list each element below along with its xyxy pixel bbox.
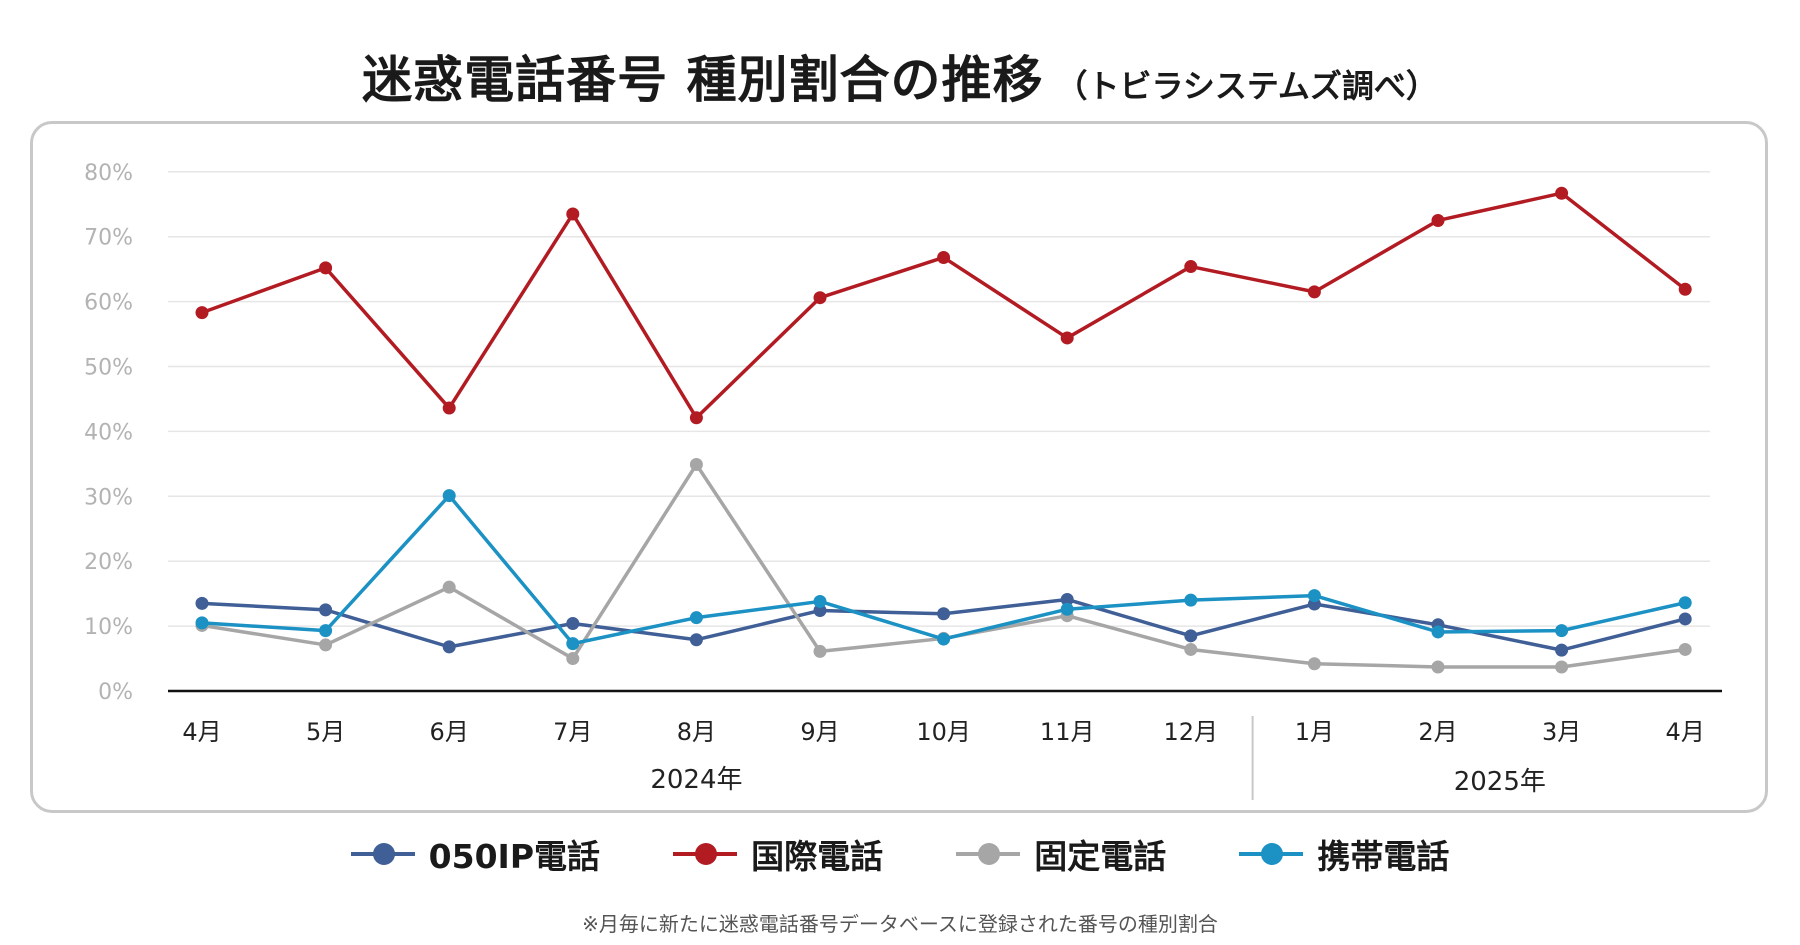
chart-title-main: 迷惑電話番号 種別割合の推移 bbox=[362, 51, 1044, 109]
y-tick-label: 20% bbox=[84, 550, 133, 575]
data-point bbox=[1678, 612, 1692, 626]
data-point bbox=[1307, 657, 1321, 671]
x-tick-label: 1月 bbox=[1295, 718, 1334, 746]
x-tick-label: 7月 bbox=[553, 718, 592, 746]
data-point bbox=[195, 306, 209, 320]
legend-label-landline: 固定電話 bbox=[1034, 837, 1167, 876]
data-point bbox=[689, 457, 703, 471]
legend-swatch-international bbox=[673, 843, 738, 865]
x-axis-ticks: 4月 5月 6月 7月 8月 9月 10月 11月 12月 1月 2月 3月 4月 2024年 2025年 bbox=[182, 716, 1705, 800]
series-3 bbox=[195, 489, 1692, 651]
data-point bbox=[442, 580, 456, 594]
data-point bbox=[442, 489, 456, 503]
y-tick-label: 80% bbox=[84, 161, 133, 186]
y-tick-label: 0% bbox=[98, 680, 133, 705]
data-point bbox=[1555, 624, 1569, 638]
data-point bbox=[566, 652, 580, 666]
footnote: ※月毎に新たに迷惑電話番号データベースに登録された番号の種別割合 bbox=[582, 912, 1218, 936]
data-point bbox=[1184, 593, 1198, 607]
data-point bbox=[566, 637, 580, 651]
chart-title: 迷惑電話番号 種別割合の推移 （トビラシステムズ調べ） bbox=[0, 40, 1800, 112]
data-point bbox=[689, 411, 703, 425]
x-tick-label: 5月 bbox=[306, 718, 345, 746]
data-point bbox=[813, 644, 827, 658]
data-point bbox=[1431, 660, 1445, 674]
x-tick-label: 12月 bbox=[1164, 718, 1219, 746]
data-point bbox=[1431, 625, 1445, 639]
data-point bbox=[195, 596, 209, 610]
x-tick-label: 2月 bbox=[1418, 718, 1457, 746]
y-tick-label: 30% bbox=[84, 485, 133, 510]
data-point bbox=[566, 617, 580, 631]
legend-swatch-050ip bbox=[350, 843, 415, 865]
data-point bbox=[689, 611, 703, 625]
x-tick-label: 9月 bbox=[800, 718, 839, 746]
data-point bbox=[1678, 596, 1692, 610]
data-point bbox=[319, 261, 333, 275]
data-point bbox=[442, 401, 456, 415]
series-line bbox=[201, 493, 1686, 646]
legend-item-050ip: 050IP電話 bbox=[350, 830, 601, 878]
x-tick-label: 6月 bbox=[430, 718, 469, 746]
data-point bbox=[1184, 260, 1198, 274]
data-point bbox=[442, 640, 456, 654]
year-label: 2024年 bbox=[650, 765, 742, 795]
chart-title-sub: （トビラシステムズ調べ） bbox=[1055, 67, 1438, 105]
data-point bbox=[1184, 642, 1198, 656]
data-point bbox=[937, 250, 951, 264]
y-tick-label: 40% bbox=[84, 420, 133, 445]
data-point bbox=[813, 604, 827, 618]
series-lines bbox=[195, 186, 1692, 674]
series-line bbox=[201, 191, 1687, 420]
data-point bbox=[689, 633, 703, 647]
data-point bbox=[937, 632, 951, 646]
data-point bbox=[1060, 602, 1074, 616]
y-tick-label: 10% bbox=[84, 615, 133, 640]
legend-label-mobile: 携帯電話 bbox=[1317, 837, 1450, 876]
data-point bbox=[1307, 285, 1321, 299]
data-point bbox=[1431, 213, 1445, 227]
series-0 bbox=[195, 592, 1692, 657]
x-tick-label: 11月 bbox=[1040, 718, 1095, 746]
legend: 050IP電話 国際電話 固定電話 携帯電話 bbox=[0, 830, 1800, 878]
y-tick-label: 50% bbox=[84, 356, 133, 381]
x-tick-label: 4月 bbox=[182, 718, 221, 746]
legend-item-mobile: 携帯電話 bbox=[1239, 830, 1449, 878]
data-point bbox=[319, 638, 333, 652]
data-point bbox=[1184, 629, 1198, 643]
data-point bbox=[1555, 660, 1569, 674]
legend-label-international: 国際電話 bbox=[751, 837, 884, 876]
y-tick-label: 70% bbox=[84, 226, 133, 251]
data-point bbox=[937, 607, 951, 621]
year-label: 2025年 bbox=[1454, 767, 1546, 797]
data-point bbox=[1678, 642, 1692, 656]
legend-swatch-landline bbox=[956, 843, 1021, 865]
data-point bbox=[1307, 589, 1321, 603]
series-1 bbox=[195, 186, 1692, 425]
x-tick-label: 3月 bbox=[1542, 718, 1581, 746]
x-tick-label: 10月 bbox=[916, 718, 971, 746]
data-point bbox=[566, 207, 580, 221]
y-axis-ticks: 0% 10% 20% 30% 40% 50% 60% 70% 80% bbox=[84, 161, 133, 705]
data-point bbox=[195, 616, 209, 630]
legend-label-050ip: 050IP電話 bbox=[428, 837, 601, 876]
data-point bbox=[1555, 643, 1569, 657]
legend-item-landline: 固定電話 bbox=[956, 830, 1166, 878]
data-point bbox=[813, 291, 827, 305]
data-point bbox=[1060, 331, 1074, 345]
data-point bbox=[1678, 282, 1692, 296]
data-point bbox=[319, 603, 333, 617]
legend-item-international: 国際電話 bbox=[673, 830, 883, 878]
y-tick-label: 60% bbox=[84, 291, 133, 316]
data-point bbox=[813, 594, 827, 608]
x-tick-label: 8月 bbox=[677, 718, 716, 746]
legend-swatch-mobile bbox=[1239, 843, 1304, 865]
data-point bbox=[319, 624, 333, 638]
data-point bbox=[1555, 186, 1569, 200]
data-point bbox=[1060, 592, 1074, 606]
x-tick-label: 4月 bbox=[1666, 718, 1705, 746]
